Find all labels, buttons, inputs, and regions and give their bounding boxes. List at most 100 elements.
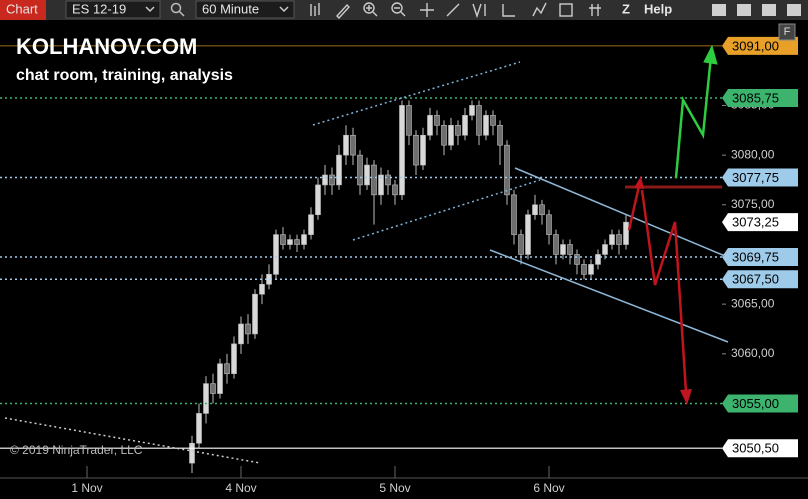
candle-body: [350, 134, 356, 156]
maximize-button[interactable]: [762, 4, 776, 16]
f-button-label: F: [784, 26, 791, 38]
candle-body: [504, 144, 510, 196]
price-marker: [722, 88, 798, 107]
candle-body: [371, 164, 377, 196]
x-tick-label: 1 Nov: [71, 481, 102, 495]
price-marker: [722, 439, 798, 458]
candle-body: [616, 234, 622, 245]
candle-body: [329, 174, 335, 186]
candle-body: [553, 234, 559, 255]
green-arrow: [674, 55, 713, 179]
interval-select[interactable]: [195, 0, 295, 19]
interval-label: 60 Minute: [202, 1, 259, 16]
price-marker-label: 3050,50: [732, 441, 779, 456]
candle-body: [336, 154, 342, 186]
price-marker: [722, 36, 798, 55]
green-arrowhead: [703, 44, 718, 65]
x-tick-label: 5 Nov: [379, 481, 410, 495]
candle-body: [462, 115, 468, 136]
candle-body: [420, 134, 426, 166]
candle-body: [546, 214, 552, 235]
candle-body: [343, 134, 349, 156]
chart-tab-label: Chart: [6, 1, 38, 16]
dropdown-arrow: [279, 6, 289, 13]
candle-body: [595, 254, 601, 265]
candle-body: [567, 244, 573, 255]
toolbar-icons[interactable]: [310, 2, 601, 20]
candle-body: [588, 264, 594, 275]
candle-body: [406, 105, 412, 136]
candle-body: [427, 115, 433, 136]
help-menu[interactable]: Help: [644, 1, 672, 16]
price-marker: [722, 270, 798, 289]
minimize-button[interactable]: [712, 4, 726, 16]
candle-body: [252, 293, 258, 335]
trend-line: [4, 417, 261, 464]
price-marker: [722, 247, 798, 266]
restore-button[interactable]: [737, 4, 751, 16]
candle-body: [196, 413, 202, 444]
price-marker: [722, 213, 798, 232]
x-tick-label: 6 Nov: [533, 481, 564, 495]
price-marker-label: 3055,00: [732, 396, 779, 411]
instrument-label: ES 12-19: [72, 1, 126, 16]
dropdown-arrow: [145, 6, 155, 13]
candle-body: [301, 234, 307, 245]
candle-body: [532, 204, 538, 216]
y-tick-label: 3080,00: [731, 147, 775, 161]
price-marker-label: 3067,50: [732, 272, 779, 287]
price-marker-label: 3069,75: [732, 249, 779, 264]
red-arrow: [640, 189, 688, 393]
price-marker: [722, 168, 798, 187]
candle-body: [280, 234, 286, 245]
candle-body: [441, 125, 447, 146]
candle-body: [483, 115, 489, 136]
marks: 3055,003060,003065,003070,003075,003080,…: [0, 36, 798, 495]
y-tick-label: 3060,00: [731, 346, 775, 360]
candle-body: [231, 343, 237, 374]
price-marker-label: 3077,75: [732, 170, 779, 185]
z-button[interactable]: Z: [622, 1, 630, 16]
price-marker-label: 3091,00: [732, 38, 779, 53]
candle-body: [602, 244, 608, 255]
instrument-select[interactable]: [65, 0, 161, 19]
price-marker-label: 3073,25: [732, 215, 779, 230]
candle-body: [490, 115, 496, 126]
y-tick-label: 3075,00: [731, 197, 775, 211]
red-arrowhead: [680, 389, 692, 405]
candle-body: [294, 239, 300, 245]
trend-line: [489, 249, 729, 343]
candle-body: [560, 244, 566, 255]
close-button[interactable]: [787, 4, 801, 16]
x-tick-label: 4 Nov: [225, 481, 256, 495]
chart-tab[interactable]: [0, 0, 46, 20]
candle-body: [259, 283, 265, 295]
candle-body: [609, 234, 615, 245]
candle-body: [224, 363, 230, 374]
red-arrow: [627, 185, 641, 231]
candle-body: [315, 184, 321, 216]
copyright: © 2019 NinjaTrader, LLC: [10, 443, 143, 457]
y-tick-label: 3065,00: [731, 296, 775, 310]
f-button[interactable]: [778, 23, 796, 41]
search-icon[interactable]: [170, 2, 182, 14]
candle-body: [413, 134, 419, 166]
trend-line: [514, 167, 726, 257]
candle-body: [364, 164, 370, 186]
candle-body: [399, 105, 405, 196]
candle-body: [210, 383, 216, 394]
plot-area: [0, 20, 722, 478]
price-marker: [722, 394, 798, 413]
candle-body: [623, 221, 629, 245]
candle-body: [189, 442, 195, 464]
candle-body: [511, 194, 517, 235]
candle-body: [273, 234, 279, 275]
candle-body: [581, 264, 587, 275]
red-arrowhead: [634, 176, 644, 189]
candle-body: [357, 154, 363, 186]
candle-body: [497, 125, 503, 146]
candle-body: [455, 125, 461, 136]
candle-body: [238, 323, 244, 345]
candle-body: [378, 174, 384, 196]
